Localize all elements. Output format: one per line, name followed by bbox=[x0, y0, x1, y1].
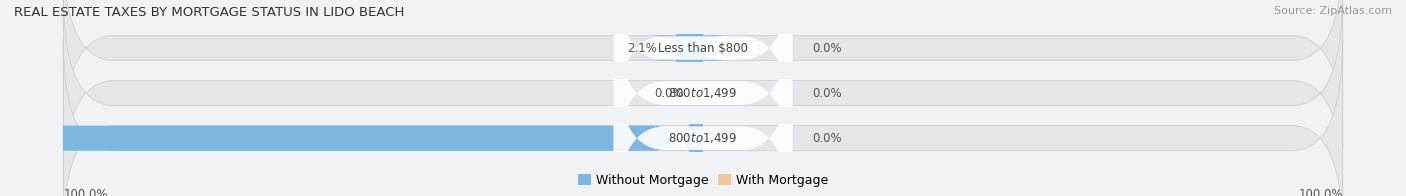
FancyBboxPatch shape bbox=[613, 0, 793, 148]
Text: $800 to $1,499: $800 to $1,499 bbox=[668, 131, 738, 145]
FancyBboxPatch shape bbox=[0, 39, 703, 196]
Text: Source: ZipAtlas.com: Source: ZipAtlas.com bbox=[1274, 6, 1392, 16]
FancyBboxPatch shape bbox=[613, 0, 793, 193]
Text: 100.0%: 100.0% bbox=[63, 188, 108, 196]
FancyBboxPatch shape bbox=[63, 0, 1343, 147]
Text: Less than $800: Less than $800 bbox=[658, 42, 748, 54]
FancyBboxPatch shape bbox=[613, 38, 793, 196]
Text: 0.0%: 0.0% bbox=[811, 42, 841, 54]
Text: 0.0%: 0.0% bbox=[654, 87, 683, 100]
Text: 0.0%: 0.0% bbox=[811, 132, 841, 145]
FancyBboxPatch shape bbox=[63, 0, 1343, 192]
FancyBboxPatch shape bbox=[63, 39, 1343, 196]
FancyBboxPatch shape bbox=[652, 0, 727, 147]
Text: REAL ESTATE TAXES BY MORTGAGE STATUS IN LIDO BEACH: REAL ESTATE TAXES BY MORTGAGE STATUS IN … bbox=[14, 6, 405, 19]
Legend: Without Mortgage, With Mortgage: Without Mortgage, With Mortgage bbox=[574, 169, 832, 192]
Text: 2.1%: 2.1% bbox=[627, 42, 657, 54]
Text: $800 to $1,499: $800 to $1,499 bbox=[668, 86, 738, 100]
Text: 100.0%: 100.0% bbox=[1298, 188, 1343, 196]
Text: 0.0%: 0.0% bbox=[811, 87, 841, 100]
